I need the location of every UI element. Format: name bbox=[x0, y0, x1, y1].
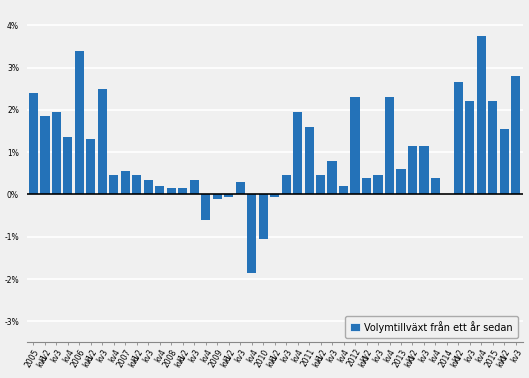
Bar bbox=[362, 178, 371, 194]
Bar bbox=[281, 175, 291, 194]
Bar bbox=[98, 89, 107, 194]
Bar bbox=[178, 188, 187, 194]
Bar bbox=[110, 175, 118, 194]
Bar bbox=[511, 76, 521, 194]
Legend: Volymtillväxt från ett år sedan: Volymtillväxt från ett år sedan bbox=[345, 316, 518, 338]
Bar bbox=[52, 112, 61, 194]
Bar bbox=[40, 116, 50, 194]
Bar bbox=[144, 180, 153, 194]
Bar bbox=[270, 194, 279, 197]
Bar bbox=[316, 175, 325, 194]
Bar bbox=[86, 139, 95, 194]
Bar bbox=[63, 137, 72, 194]
Bar bbox=[350, 97, 360, 194]
Bar bbox=[385, 97, 394, 194]
Bar bbox=[466, 101, 475, 194]
Bar bbox=[327, 161, 336, 194]
Bar bbox=[75, 51, 84, 194]
Bar bbox=[339, 186, 348, 194]
Bar bbox=[396, 169, 406, 194]
Bar bbox=[224, 194, 233, 197]
Bar bbox=[305, 127, 314, 194]
Bar bbox=[132, 175, 141, 194]
Bar bbox=[247, 194, 256, 273]
Bar bbox=[373, 175, 382, 194]
Bar bbox=[201, 194, 211, 220]
Bar bbox=[190, 180, 199, 194]
Bar bbox=[213, 194, 222, 199]
Bar bbox=[235, 182, 245, 194]
Bar bbox=[259, 194, 268, 239]
Bar bbox=[29, 93, 38, 194]
Bar bbox=[419, 146, 428, 194]
Bar bbox=[500, 129, 509, 194]
Bar bbox=[167, 188, 176, 194]
Bar bbox=[155, 186, 165, 194]
Bar bbox=[293, 112, 302, 194]
Bar bbox=[477, 36, 486, 194]
Bar bbox=[454, 82, 463, 194]
Bar bbox=[408, 146, 417, 194]
Bar bbox=[431, 178, 440, 194]
Bar bbox=[121, 171, 130, 194]
Bar bbox=[488, 101, 497, 194]
